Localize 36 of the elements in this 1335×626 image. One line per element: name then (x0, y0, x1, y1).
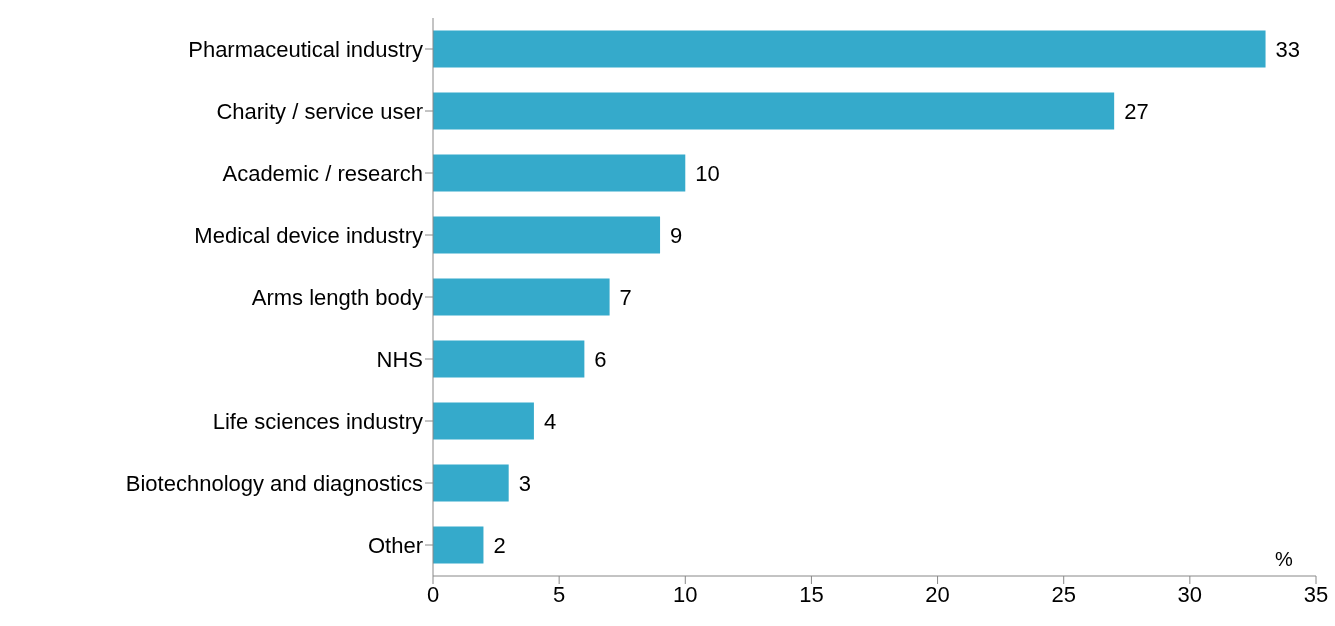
data-label: 33 (1275, 36, 1301, 62)
data-label: 2 (493, 532, 506, 558)
bar (433, 340, 585, 378)
x-tick-label: 15 (799, 581, 824, 607)
x-axis-title: % (1275, 548, 1294, 570)
bar (433, 402, 534, 440)
y-tick-label: NHS (376, 346, 423, 372)
x-tick-label: 10 (673, 581, 698, 607)
bar (433, 92, 1115, 130)
x-tick-label: 20 (925, 581, 950, 607)
y-tick-label: Pharmaceutical industry (188, 36, 423, 62)
y-tick-label: Arms length body (251, 284, 423, 310)
y-tick-label: Charity / service user (216, 98, 423, 124)
data-label: 10 (695, 160, 720, 186)
x-tick-label: 30 (1177, 581, 1203, 607)
data-label: 27 (1124, 98, 1149, 124)
bar (433, 154, 686, 192)
x-tick-label: 35 (1303, 581, 1329, 607)
bar (433, 278, 610, 316)
data-label: 3 (518, 470, 531, 496)
y-tick-label: Life sciences industry (212, 408, 423, 434)
x-tick-label: 25 (1051, 581, 1076, 607)
y-tick-label: Biotechnology and diagnostics (125, 470, 423, 496)
bar (433, 464, 509, 502)
bar (433, 30, 1266, 68)
y-tick-label: Other (367, 532, 423, 558)
data-label: 9 (670, 222, 683, 248)
data-label: 6 (594, 346, 607, 372)
x-tick-label: 0 (426, 581, 440, 607)
x-tick-label: 5 (553, 581, 566, 607)
data-label: 7 (619, 284, 632, 310)
data-label: 4 (543, 408, 557, 434)
y-tick-label: Medical device industry (194, 222, 423, 248)
bar (433, 216, 661, 254)
y-tick-label: Academic / research (222, 160, 423, 186)
bar (433, 526, 484, 564)
